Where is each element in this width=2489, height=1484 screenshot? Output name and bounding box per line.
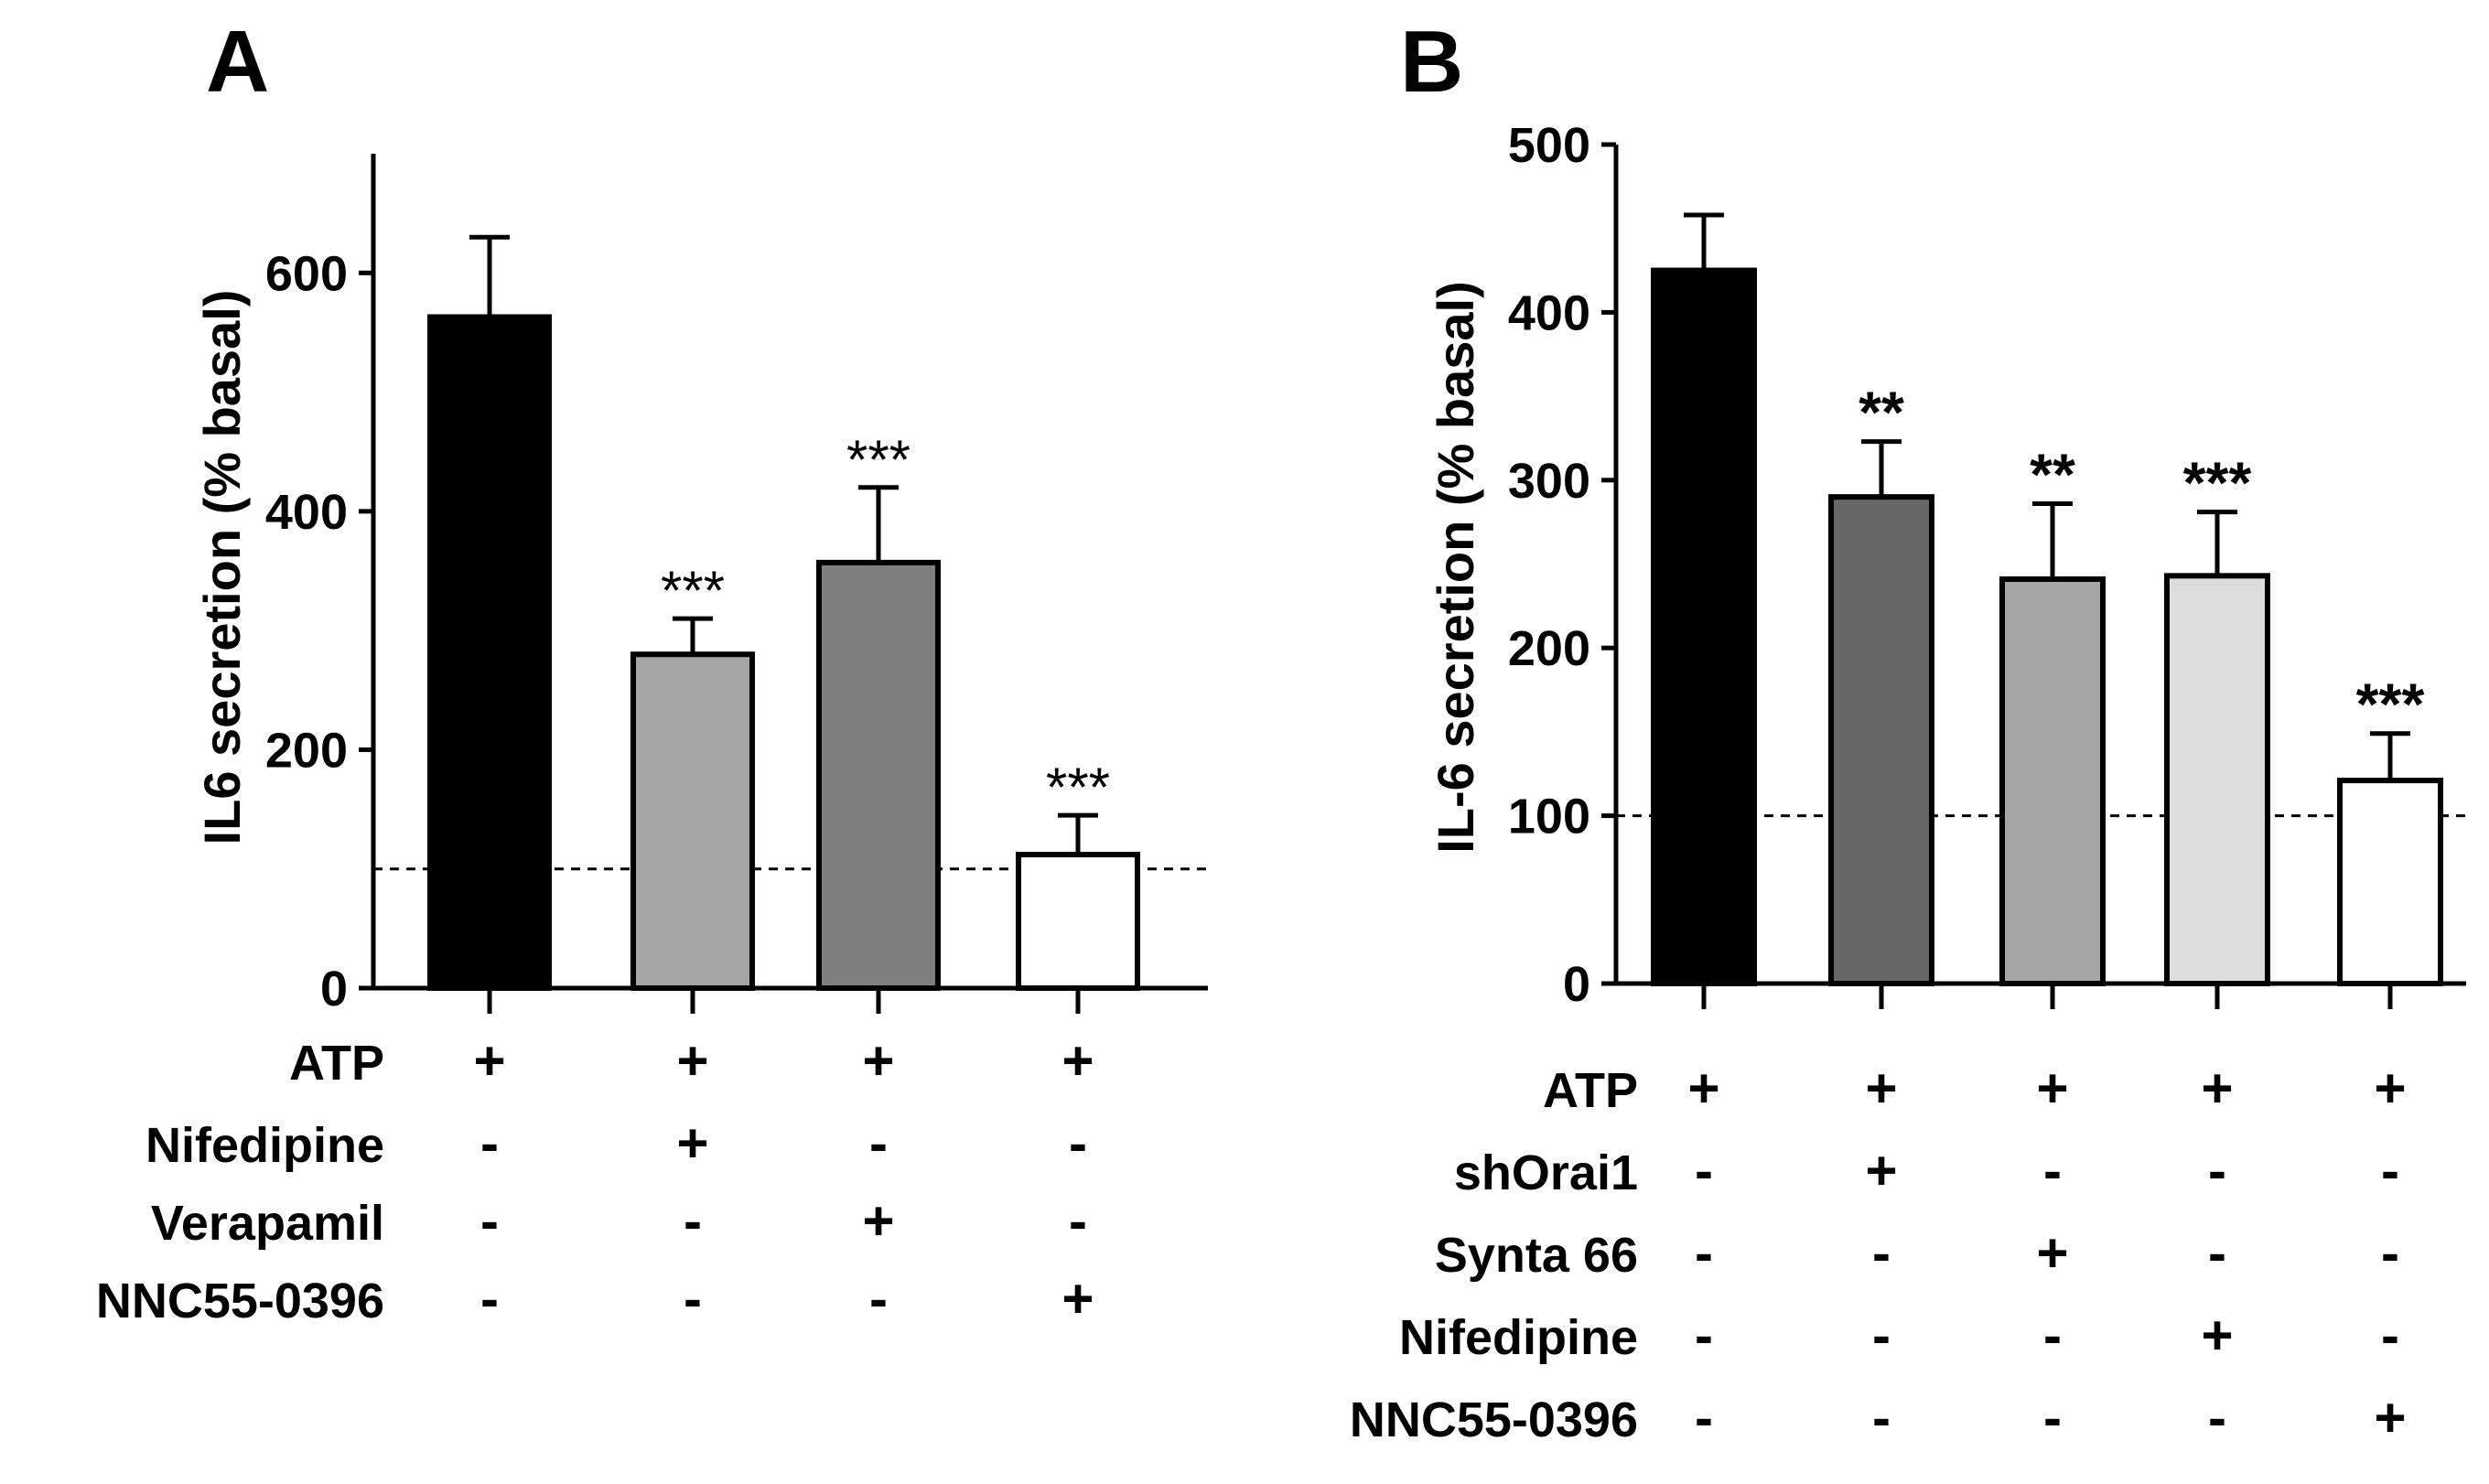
panel-b-significance-label: *** <box>2183 450 2252 516</box>
panel-b-treatment-sign: - <box>2043 1305 2062 1366</box>
panel-a-significance-label: *** <box>846 429 910 490</box>
panel-b-bar <box>1651 267 1757 986</box>
panel-a-treatment-label: Nifedipine <box>145 1118 384 1173</box>
panel-a-treatment-sign: - <box>1069 1113 1087 1174</box>
panel-a-treatment-sign: - <box>869 1113 888 1174</box>
panel-b-letter: B <box>1400 13 1463 111</box>
panel-b-bar <box>1999 576 2106 986</box>
panel-a-treatment-label: ATP <box>289 1036 384 1091</box>
panel-b-treatment-sign: - <box>2043 1140 2062 1201</box>
panel-b-treatment-sign: + <box>2374 1058 2406 1119</box>
panel-b-significance-label: ** <box>1859 380 1904 446</box>
panel-b-treatment-label: shOrai1 <box>1454 1145 1638 1200</box>
panel-b-bar <box>1828 494 1934 986</box>
panel-a-bar <box>1016 852 1140 992</box>
panel-b-treatment-sign: - <box>2381 1305 2399 1366</box>
panel-a-treatment-sign: - <box>869 1268 888 1329</box>
panel-b-treatment-sign: - <box>2208 1387 2226 1448</box>
panel-b-treatment-sign: + <box>2201 1305 2233 1366</box>
panel-b-y-tick-label: 500 <box>1508 118 1590 173</box>
panel-a-y-tick-label: 200 <box>265 723 348 778</box>
panel-a-treatment-label: NNC55-0396 <box>96 1274 384 1328</box>
panel-b-treatment-sign: - <box>2208 1140 2226 1201</box>
panel-a-significance-label: *** <box>661 560 725 621</box>
panel-b-treatment-sign: - <box>1872 1222 1891 1284</box>
panel-b-y-axis-label: IL-6 secretion (% basal) <box>1427 281 1484 854</box>
panel-b-treatment-sign: - <box>1872 1305 1891 1366</box>
panel-b-treatment-sign: + <box>1865 1140 1897 1201</box>
panel-b-y-tick-label: 0 <box>1563 957 1590 1012</box>
panel-a-bar <box>427 314 552 991</box>
panel-a-treatment-sign: - <box>480 1113 499 1174</box>
panel-a-bar <box>816 559 941 991</box>
panel-b-treatment-sign: + <box>2201 1058 2233 1119</box>
panel-a-treatment-sign: - <box>1069 1190 1087 1252</box>
panel-b-bar <box>2337 778 2443 986</box>
panel-a-treatment-sign: - <box>480 1190 499 1252</box>
panel-b-treatment-sign: + <box>2036 1222 2068 1284</box>
panel-a-treatment-sign: + <box>676 1030 708 1091</box>
panel-a-treatment-sign: + <box>676 1113 708 1174</box>
panel-a-significance-label: *** <box>1046 757 1110 818</box>
panel-b-significance-label: *** <box>2356 672 2425 737</box>
panel-b-treatment-sign: - <box>2208 1222 2226 1284</box>
panel-a-treatment-sign: - <box>684 1268 702 1329</box>
panel-a-y-tick-label: 400 <box>265 485 348 540</box>
panel-a-letter: A <box>206 13 269 111</box>
panel-b-treatment-sign: + <box>1687 1058 1719 1119</box>
panel-a-treatment-sign: + <box>1061 1268 1094 1329</box>
panel-a-y-tick-label: 0 <box>320 962 348 1016</box>
panel-a-y-axis-label: IL6 secretion (% basal) <box>193 290 251 845</box>
panel-b-treatment-sign: + <box>2036 1058 2068 1119</box>
panel-b-treatment-sign: - <box>1872 1387 1891 1448</box>
panel-b-treatment-label: Synta 66 <box>1435 1228 1638 1283</box>
panel-a-treatment-sign: + <box>1061 1030 1094 1091</box>
panel-b-treatment-sign: - <box>1695 1305 1713 1366</box>
panel-b-y-tick-label: 300 <box>1508 454 1590 509</box>
panel-b-treatment-label: ATP <box>1543 1063 1638 1118</box>
panel-b-treatment-sign: + <box>1865 1058 1897 1119</box>
panel-a-treatment-sign: + <box>473 1030 505 1091</box>
panel-a-treatment-label: Verapamil <box>151 1196 384 1251</box>
panel-b-treatment-sign: - <box>1695 1222 1713 1284</box>
panel-b-treatment-label: Nifedipine <box>1399 1310 1638 1365</box>
panel-a-y-tick-label: 600 <box>265 246 348 301</box>
panel-a-treatment-sign: - <box>684 1190 702 1252</box>
panel-b-treatment-sign: - <box>1695 1387 1713 1448</box>
panel-b-treatment-sign: - <box>2043 1387 2062 1448</box>
panel-b-significance-label: ** <box>2030 441 2075 507</box>
panel-b-y-tick-label: 200 <box>1508 621 1590 676</box>
panel-b-treatment-sign: - <box>2381 1222 2399 1284</box>
panel-b-treatment-sign: - <box>2381 1140 2399 1201</box>
panel-b-treatment-label: NNC55-0396 <box>1350 1393 1638 1447</box>
panel-a-treatment-sign: + <box>862 1030 894 1091</box>
panel-b-treatment-sign: - <box>1695 1140 1713 1201</box>
panel-b-y-tick-label: 400 <box>1508 285 1590 340</box>
panel-b-y-tick-label: 100 <box>1508 790 1590 844</box>
panel-b-bar <box>2164 573 2270 986</box>
panel-a-treatment-sign: - <box>480 1268 499 1329</box>
panel-b-treatment-sign: + <box>2374 1387 2406 1448</box>
panel-a-bar <box>630 651 755 991</box>
panel-a-treatment-sign: + <box>862 1190 894 1252</box>
